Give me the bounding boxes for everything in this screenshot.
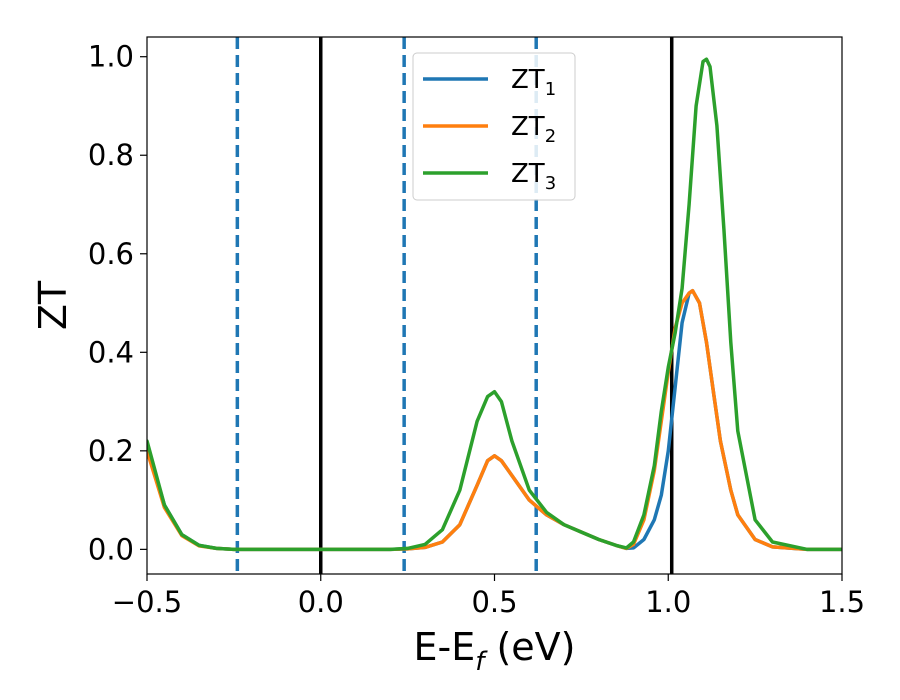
y-tick-label: 0.4	[88, 335, 134, 369]
legend-label-2: ZT2	[511, 112, 556, 147]
x-tick-label: 1.0	[645, 585, 691, 619]
legend-label-3: ZT3	[511, 159, 556, 194]
legend-label-sub: 2	[545, 126, 556, 147]
y-axis-ticks: 0.0 0.2 0.4 0.6 0.8 1.0	[88, 40, 147, 566]
legend-label-main: ZT	[511, 65, 545, 95]
legend-label-1: ZT1	[511, 65, 556, 100]
legend-label-main: ZT	[511, 112, 545, 142]
legend-label-main: ZT	[511, 159, 545, 189]
y-tick-label: 0.6	[88, 237, 134, 271]
y-axis-title: ZT	[31, 280, 75, 330]
y-tick-label: 0.8	[88, 138, 134, 172]
y-tick-label: 0.0	[88, 532, 134, 566]
series-layer	[147, 57, 842, 552]
x-axis-ticks: −0.5 0.0 0.5 1.0 1.5	[112, 574, 865, 619]
x-tick-label: −0.5	[112, 585, 182, 619]
series-line-3	[147, 57, 842, 552]
x-axis-title-rest: (eV)	[484, 625, 575, 669]
x-tick-label: 0.0	[298, 585, 344, 619]
legend-box	[412, 52, 576, 201]
x-axis-title-main: E-E	[414, 625, 476, 669]
legend-label-sub: 1	[545, 79, 556, 100]
y-tick-label: 0.2	[88, 434, 134, 468]
x-tick-label: 0.5	[471, 585, 517, 619]
x-tick-label: 1.5	[819, 585, 865, 619]
y-tick-label: 1.0	[88, 40, 134, 74]
reference-lines	[235, 37, 674, 574]
legend-label-sub: 3	[545, 173, 556, 194]
x-axis-title: E-Ef (eV)	[414, 625, 576, 677]
